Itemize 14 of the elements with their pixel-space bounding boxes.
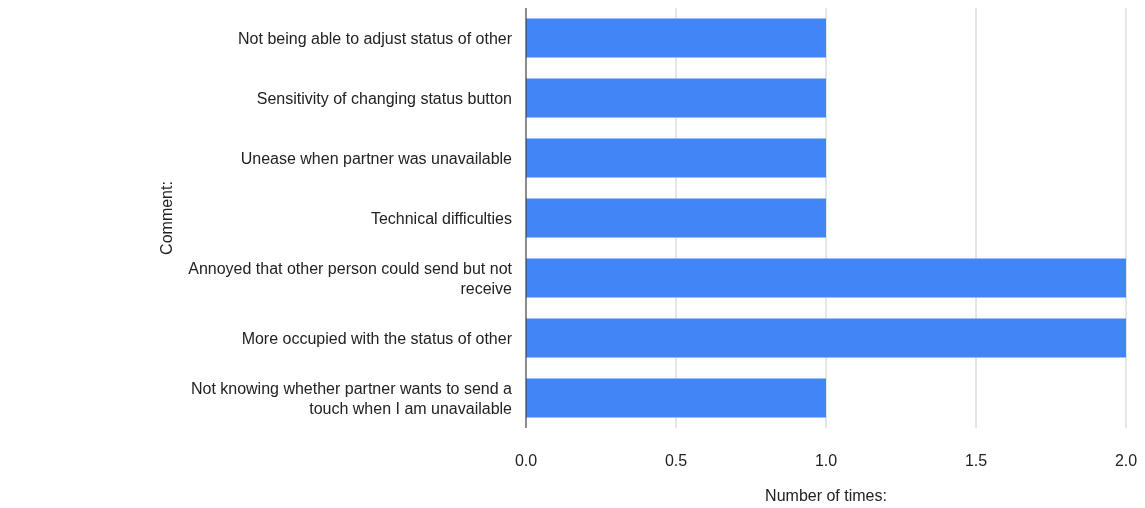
- y-tick-label: Annoyed that other person could send but not receive: [188, 260, 513, 297]
- x-tick-label: 1.0: [814, 452, 838, 469]
- x-tick-label: 0.0: [514, 452, 538, 469]
- y-tick-label: Not being able to adjust status of other: [238, 30, 513, 47]
- x-tick-label: 2.0: [1114, 452, 1138, 469]
- y-tick-label: Not knowing whether partner wants to send a touch when I am unavailable: [190, 380, 513, 417]
- y-tick-label: Sensitivity of changing status button: [256, 90, 512, 107]
- y-tick-label: Unease when partner was unavailable: [240, 150, 513, 167]
- x-axis-title: Number of times:: [765, 487, 887, 504]
- x-tick-label: 1.5: [964, 452, 988, 469]
- y-tick-label: Technical difficulties: [370, 210, 512, 227]
- x-tick-label: 0.5: [664, 452, 688, 469]
- y-tick-label: More occupied with the status of other: [241, 330, 513, 347]
- y-axis-title: Comment:: [158, 181, 175, 255]
